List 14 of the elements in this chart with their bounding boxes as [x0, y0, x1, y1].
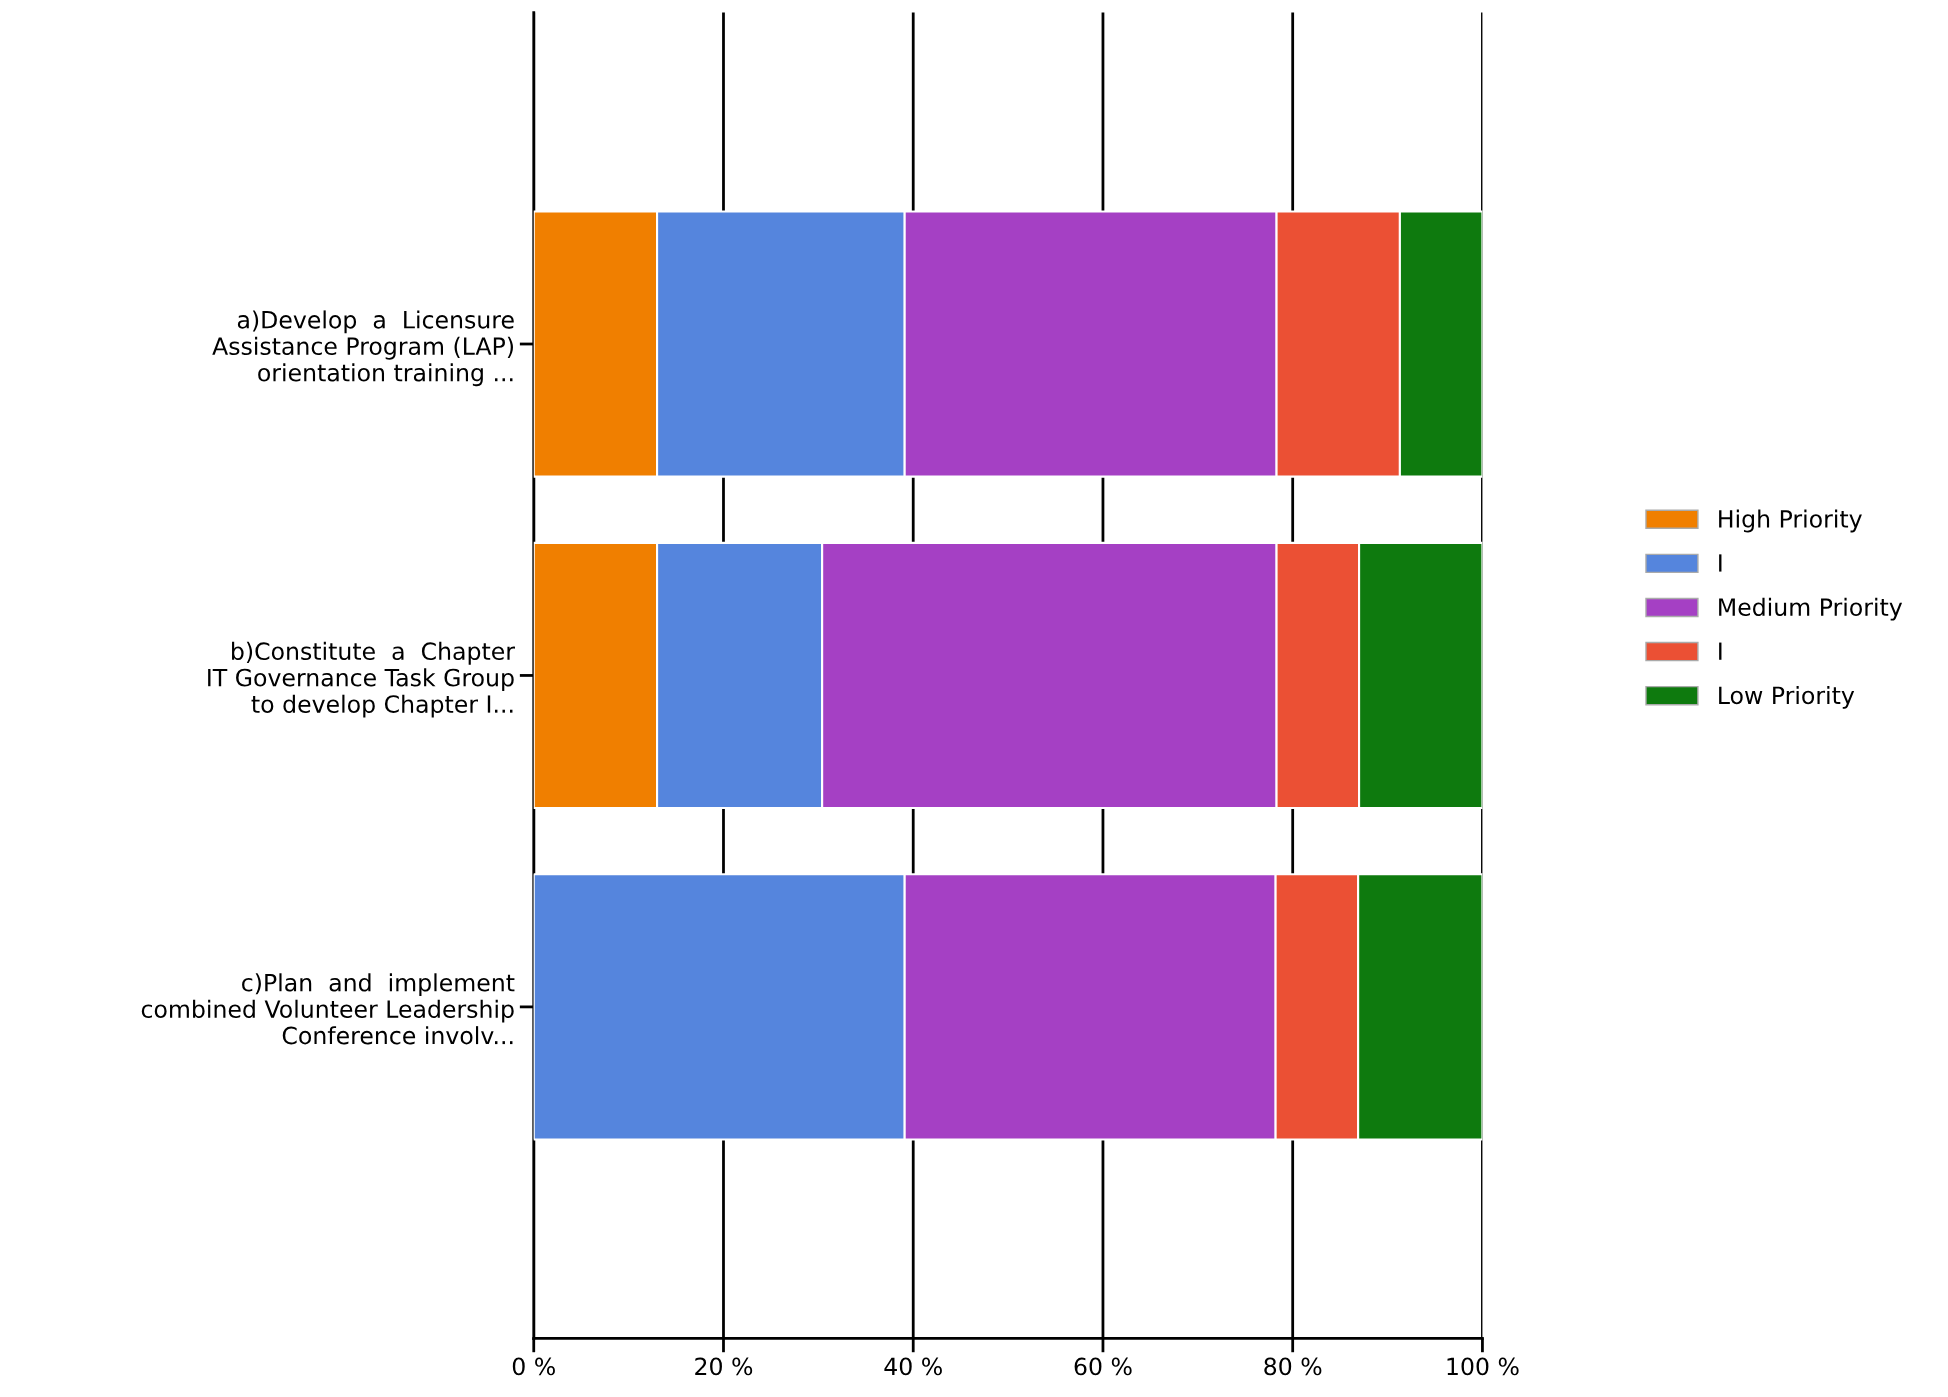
y-tick-label: b)Constitute a Chapter IT Governance Task Group to develop Chapter I...	[208, 641, 516, 718]
y-tick-label: a)Develop a Licensure Assistance Program (LAP) orientation training ...	[212, 310, 514, 387]
x-tick-label: 20 %	[695, 1357, 753, 1376]
legend-label: Medium Priority	[1719, 597, 1903, 621]
legend-label: High Priority	[1719, 509, 1862, 533]
x-tick-label: 80 %	[1264, 1357, 1322, 1376]
x-tick-label: 40 %	[884, 1357, 942, 1376]
x-tick-label: 0 %	[512, 1357, 555, 1376]
x-tick-label: 60 %	[1074, 1357, 1132, 1376]
legend-label: I	[1719, 554, 1722, 572]
legend-label: Low Priority	[1719, 685, 1855, 709]
y-tick-label: c)Plan and implement combined Volunteer Leadership Conference involv...	[141, 973, 515, 1045]
x-tick-label: 100 %	[1447, 1357, 1519, 1376]
legend-label: I	[1719, 642, 1722, 660]
